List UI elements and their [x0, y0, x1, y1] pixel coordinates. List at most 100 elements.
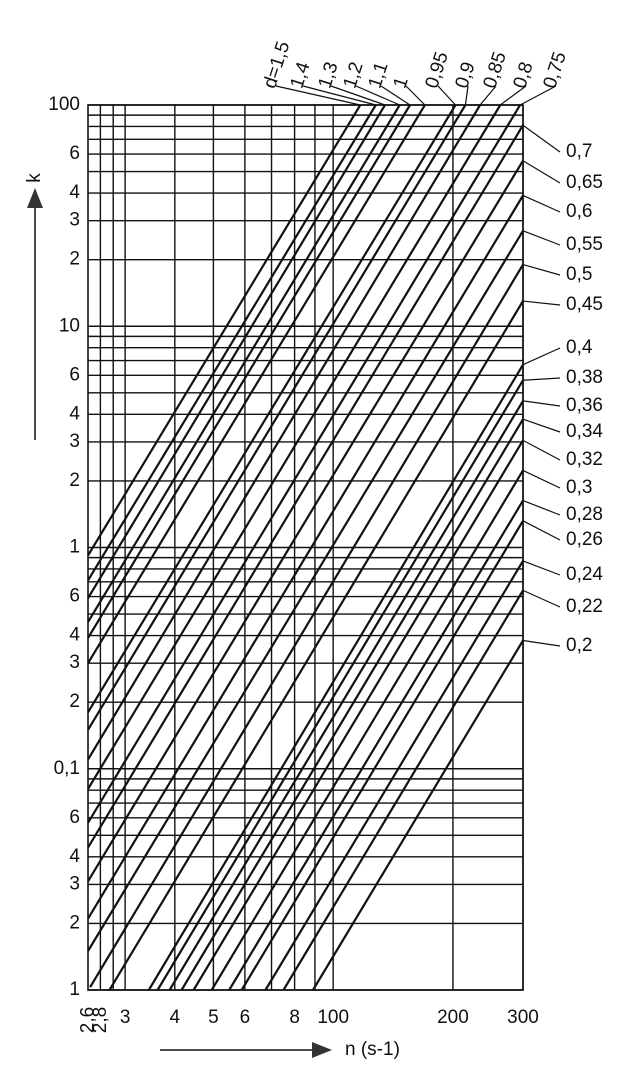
series-label: 0,4 [566, 337, 593, 358]
y-tick-label: 10 [59, 315, 80, 336]
leader [522, 160, 561, 184]
curve [87, 104, 467, 731]
leader [405, 85, 426, 106]
series-label: 0,9 [452, 59, 480, 91]
curve [312, 639, 524, 991]
y-tick-label: 1 [69, 979, 80, 1000]
series-label: 1,4 [287, 59, 315, 91]
y-tick-label: 3 [69, 652, 80, 673]
curve [240, 520, 524, 991]
series-label: 0,2 [566, 635, 592, 656]
series-label: 1,2 [340, 59, 368, 91]
y-tick-label: 3 [69, 873, 80, 894]
curve [87, 104, 401, 623]
leader [522, 499, 561, 516]
series-label: 0,28 [566, 504, 603, 525]
series-label: 0,32 [566, 449, 603, 470]
x-axis-label: n (s-1) [345, 1039, 400, 1060]
curve [192, 439, 524, 991]
leader [522, 400, 561, 407]
leader [437, 85, 456, 106]
y-arrow [27, 188, 43, 440]
series-label: 0,7 [566, 141, 592, 162]
leader [522, 230, 561, 246]
curve [87, 124, 524, 849]
series-label: 0,45 [566, 294, 603, 315]
series-label: 0,55 [566, 234, 603, 255]
leader [499, 85, 527, 106]
curve [168, 400, 524, 991]
y-tick-label: 100 [48, 94, 80, 115]
leader [380, 85, 411, 106]
y-tick-label: 4 [69, 625, 80, 646]
leader [355, 85, 400, 106]
series-label: 0,8 [510, 59, 538, 91]
series-label: 0,3 [566, 477, 592, 498]
y-tick-label: 2 [69, 691, 80, 712]
series-label: 0,5 [566, 264, 592, 285]
y-tick-label: 1 [69, 537, 80, 558]
y-tick-label: 6 [69, 143, 80, 164]
x-tick-label: 200 [437, 1007, 469, 1028]
y-tick-label: 6 [69, 807, 80, 828]
curve [282, 589, 524, 991]
curve [87, 104, 411, 639]
curve [87, 104, 522, 824]
curve [147, 364, 524, 991]
y-tick-label: 6 [69, 586, 80, 607]
series-label: 0,65 [566, 172, 603, 193]
curve [87, 104, 386, 599]
x-tick-label: 3 [120, 1007, 131, 1028]
leader [522, 589, 561, 608]
x-arrow [160, 1042, 332, 1058]
leader [522, 469, 561, 489]
series-label: 1,3 [315, 59, 343, 91]
x-tick-label: 2,6 [77, 1007, 98, 1033]
leader [522, 263, 561, 276]
series-label: 0,6 [566, 201, 592, 222]
leader [464, 85, 469, 106]
y-tick-label: 4 [69, 846, 80, 867]
curve [87, 194, 524, 920]
curve [87, 104, 502, 790]
series-label: 1 [390, 75, 413, 92]
y-tick-label: 4 [69, 403, 80, 424]
leader [302, 85, 376, 106]
y-tick-label: 3 [69, 210, 80, 231]
x-tick-label: 8 [289, 1007, 300, 1028]
x-tick-label: 4 [170, 1007, 181, 1028]
leader [522, 560, 561, 576]
leader [522, 418, 561, 433]
y-tick-label: 2 [69, 470, 80, 491]
y-axis-label: k [24, 173, 45, 183]
leader [522, 194, 561, 213]
curve [87, 104, 482, 761]
leader [522, 347, 561, 366]
curve [156, 379, 524, 991]
series-label: 0,85 [480, 49, 511, 91]
series-label: 1,1 [365, 59, 393, 91]
y-tick-label: 2 [69, 249, 80, 270]
x-tick-label: 5 [208, 1007, 219, 1028]
plot-frame [87, 104, 524, 991]
curve [264, 560, 524, 991]
leader [522, 377, 561, 381]
curve [89, 264, 524, 988]
leader [275, 85, 361, 106]
series-label: 0,36 [566, 395, 603, 416]
series-label: 0,24 [566, 564, 603, 585]
leader [522, 124, 561, 153]
curve [87, 104, 362, 557]
leader [522, 300, 561, 306]
y-tick-label: 6 [69, 364, 80, 385]
curve [87, 230, 524, 952]
leader [522, 439, 561, 461]
series-label: 0,75 [540, 49, 571, 91]
series-label: 0,22 [566, 596, 603, 617]
curve [180, 418, 524, 991]
curve [87, 104, 426, 664]
curve [87, 104, 377, 581]
curve [87, 160, 524, 882]
leader [330, 85, 386, 106]
